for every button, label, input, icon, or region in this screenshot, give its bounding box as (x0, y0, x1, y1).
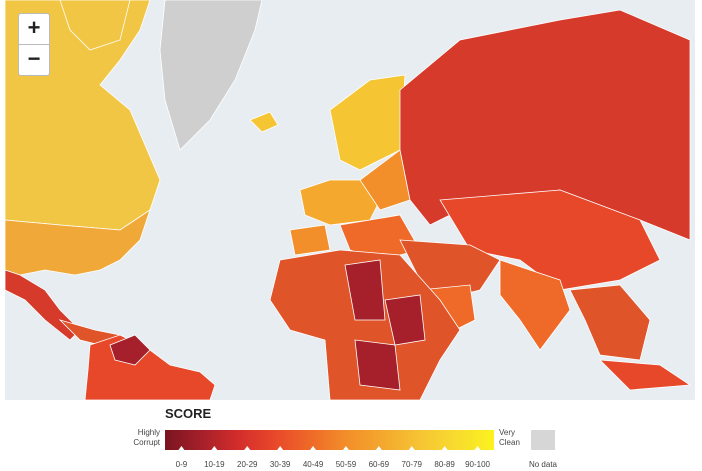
no-data-label: No data (529, 460, 558, 469)
zoom-in-button[interactable]: + (18, 13, 50, 45)
legend-range-label: 60-69 (369, 460, 390, 469)
congo (354, 339, 401, 391)
legend-range-label: 10-19 (204, 460, 225, 469)
legend-tick (244, 446, 251, 450)
legend-range-label: 20-29 (237, 460, 258, 469)
libya-chad (344, 259, 386, 321)
legend-range-label: 30-39 (270, 460, 291, 469)
legend-high-label: Clean (499, 438, 520, 447)
legend-tick (211, 446, 218, 450)
legend-scale: 0-9 10-19 20-29 30-39 40-49 50-59 60-69 70-79 80… (165, 430, 494, 469)
legend-high-label: Very (499, 428, 515, 437)
western-europe (299, 179, 381, 226)
legend-range-label: 70-79 (402, 460, 423, 469)
greenland (159, 0, 263, 151)
legend-tick (277, 446, 284, 450)
iceland (249, 111, 279, 133)
no-data-swatch (531, 430, 555, 450)
countries (4, 0, 692, 401)
legend-tick (375, 446, 382, 450)
legend-range-label: 40-49 (303, 460, 324, 469)
arctic-islands (59, 0, 131, 51)
legend-bar (165, 430, 494, 450)
legend-tick (474, 446, 481, 450)
legend-title: SCORE (165, 406, 212, 421)
sudan (384, 294, 426, 346)
legend-tick (178, 446, 185, 450)
legend-tick (310, 446, 317, 450)
iberia (289, 224, 331, 256)
legend-tick (441, 446, 448, 450)
legend-range-label: 50-59 (336, 460, 357, 469)
legend-range-label: 90-100 (465, 460, 490, 469)
indonesia (598, 359, 692, 391)
africa (269, 249, 461, 401)
legend-tick (408, 446, 415, 450)
southeast-asia (569, 284, 651, 361)
venezuela (109, 334, 151, 366)
zoom-out-button[interactable]: − (18, 44, 50, 76)
legend-range-label: 80-89 (434, 460, 455, 469)
legend-low-label: Corrupt (133, 438, 160, 447)
india (499, 259, 571, 351)
legend-range-label: 0-9 (176, 460, 188, 469)
legend-low-label: Highly (138, 428, 160, 437)
legend-tick (342, 446, 349, 450)
